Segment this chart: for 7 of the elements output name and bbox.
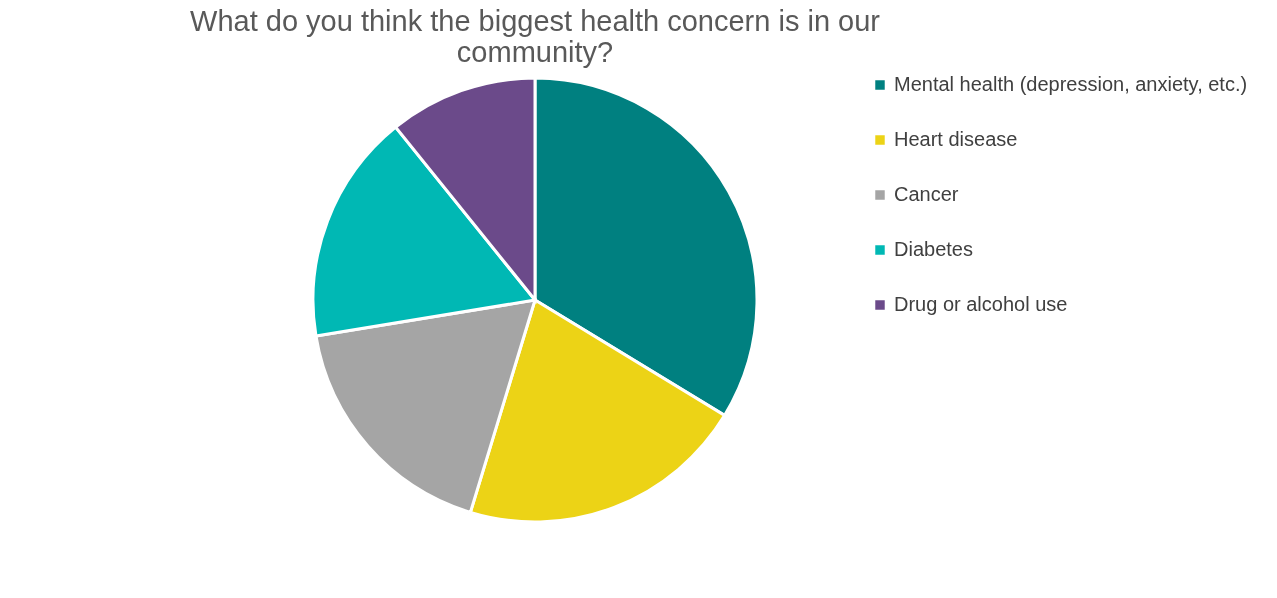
text: community? (456, 36, 614, 68)
legend-label: Cancer (894, 183, 959, 205)
legend-label: Mental health (depression, anxiety, etc.) (894, 73, 1248, 95)
text: What do you think the biggest health concern is in our (190, 5, 880, 37)
legend-label: Heart disease (894, 128, 1018, 150)
legend-label: Diabetes (894, 238, 973, 260)
legend-label: Drug or alcohol use (894, 293, 1068, 315)
